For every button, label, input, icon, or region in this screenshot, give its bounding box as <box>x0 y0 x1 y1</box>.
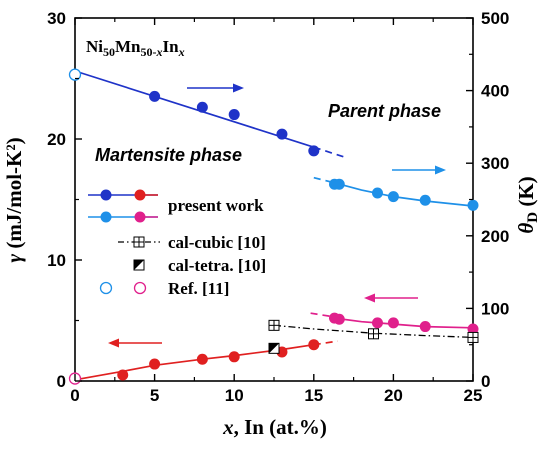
present-work-point <box>387 191 399 203</box>
legend-label-cal-cubic: cal-cubic [10] <box>168 233 266 252</box>
y-left-tick-label: 30 <box>47 9 66 28</box>
arrow-to-left-axis-middle <box>364 293 418 303</box>
cal-tetra-10-point <box>268 342 280 354</box>
present-work-point <box>276 128 288 140</box>
legend-label-present-work: present work <box>168 196 264 215</box>
x-tick-label: 5 <box>150 386 159 405</box>
present-work-point <box>228 351 240 363</box>
x-tick-label: 20 <box>384 386 403 405</box>
y-left-tick-label: 0 <box>57 372 66 391</box>
x-tick-label: 15 <box>304 386 323 405</box>
data-marks <box>68 68 479 385</box>
cal-cubic-10-point <box>467 331 479 343</box>
legend: present work cal-cubic [10] cal-tetra. [… <box>88 189 266 298</box>
legend-swatch-cal-cubic <box>118 236 160 248</box>
x-tick-label: 0 <box>70 386 79 405</box>
present-work-point <box>196 353 208 365</box>
present-work-point <box>419 194 431 206</box>
annotation-parent-phase: Parent phase <box>328 101 441 121</box>
present-work-point <box>419 321 431 333</box>
present-work-point <box>308 339 320 351</box>
present-work-point <box>467 323 479 335</box>
cal-cubic-10-point <box>368 328 379 340</box>
y-axis-left-title: γ (mJ/mol-K²) <box>2 137 26 262</box>
present-work-point <box>387 317 399 329</box>
present-work-point <box>117 369 129 381</box>
y-right-tick-label: 200 <box>481 227 509 246</box>
fit-line-solid-7 <box>334 317 474 329</box>
present-work-point <box>371 187 383 199</box>
legend-swatch-present-work <box>88 189 158 223</box>
y-right-tick-label: 400 <box>481 82 509 101</box>
y-right-tick-label: 300 <box>481 154 509 173</box>
legend-label-ref-11: Ref. [11] <box>168 279 229 298</box>
y-right-tick-label: 0 <box>481 372 490 391</box>
x-tick-label: 25 <box>464 386 483 405</box>
arrow-to-right-axis-top <box>187 83 244 93</box>
present-work-point <box>308 145 320 157</box>
chart-title: Ni50Mn50-xInx <box>86 37 185 59</box>
legend-swatch-ref-11 <box>99 281 147 295</box>
present-work-point <box>149 90 161 102</box>
present-work-point <box>333 313 345 325</box>
present-work-point <box>333 178 345 190</box>
arrow-to-left-axis-bottom <box>108 338 162 348</box>
annotation-martensite-phase: Martensite phase <box>95 145 242 165</box>
present-work-point <box>371 317 383 329</box>
legend-label-cal-tetra: cal-tetra. [10] <box>168 256 266 275</box>
y-left-tick-label: 20 <box>47 130 66 149</box>
x-tick-label: 10 <box>225 386 244 405</box>
fit-line-dashed-6 <box>310 312 335 318</box>
present-work-point <box>467 199 479 211</box>
fit-line-solid-3 <box>334 181 474 207</box>
y-left-tick-label: 10 <box>47 251 66 270</box>
y-right-tick-label: 100 <box>481 299 509 318</box>
arrow-to-right-axis-middle <box>392 165 446 175</box>
present-work-point <box>149 358 161 370</box>
fit-line-dashed-1 <box>313 146 346 159</box>
x-axis-title: x, In (at.%) <box>222 415 327 439</box>
y-axis-right-title: θD (K) <box>514 176 541 233</box>
cal-cubic-10-point <box>268 319 280 331</box>
present-work-point <box>196 101 208 113</box>
ref-11-point <box>68 68 82 81</box>
y-right-tick-label: 500 <box>481 9 509 28</box>
present-work-point <box>228 109 240 121</box>
fit-line-solid-0 <box>74 70 315 149</box>
legend-swatch-cal-tetra <box>133 259 145 271</box>
